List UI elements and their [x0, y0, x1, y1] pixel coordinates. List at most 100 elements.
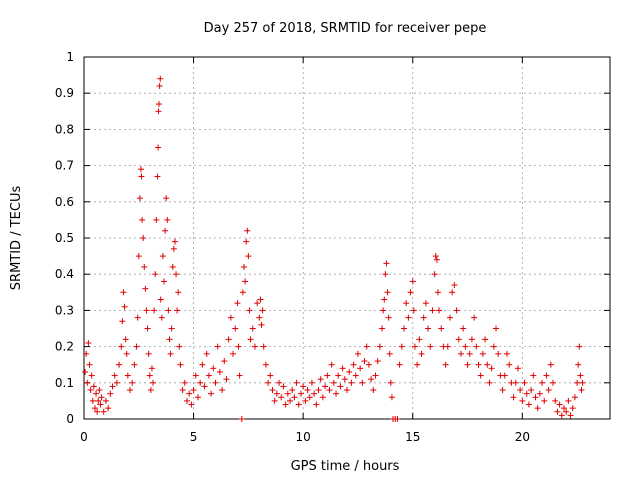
data-point: [146, 372, 153, 379]
data-point: [512, 379, 519, 386]
data-point: [317, 376, 324, 383]
data-point: [416, 336, 423, 343]
y-axis-label: SRMTID / TECUs: [9, 186, 24, 291]
data-point: [528, 387, 535, 394]
data-point: [295, 401, 302, 408]
data-point: [84, 379, 91, 386]
data-point: [475, 361, 482, 368]
data-point: [514, 365, 521, 372]
data-point: [210, 365, 217, 372]
data-point: [517, 387, 524, 394]
data-point: [131, 361, 138, 368]
data-point: [455, 336, 462, 343]
data-point: [278, 394, 285, 401]
data-point: [157, 296, 164, 303]
data-point: [486, 379, 493, 386]
data-point: [359, 379, 366, 386]
data-point: [501, 372, 508, 379]
data-point: [221, 358, 228, 365]
data-point: [271, 397, 278, 404]
data-point: [287, 397, 294, 404]
data-point: [556, 401, 563, 408]
data-point: [341, 376, 348, 383]
data-point: [164, 216, 171, 223]
x-tick-label: 15: [405, 430, 420, 444]
data-point: [156, 82, 163, 89]
data-point: [174, 307, 181, 314]
data-point: [530, 372, 537, 379]
data-point: [407, 289, 414, 296]
data-point: [267, 372, 274, 379]
data-point: [219, 387, 226, 394]
data-point: [201, 383, 208, 390]
data-point: [315, 387, 322, 394]
data-point: [571, 394, 578, 401]
data-point: [90, 383, 97, 390]
data-point: [137, 166, 144, 173]
data-point: [576, 343, 583, 350]
data-point: [165, 307, 172, 314]
data-point: [354, 350, 361, 357]
data-point: [175, 289, 182, 296]
data-point: [319, 394, 326, 401]
y-tick-label: 0.9: [55, 86, 74, 100]
data-point: [258, 321, 265, 328]
data-point: [230, 350, 237, 357]
data-point: [374, 358, 381, 365]
data-point: [381, 296, 388, 303]
x-tick-label: 0: [80, 430, 88, 444]
data-point: [453, 307, 460, 314]
data-point: [306, 394, 313, 401]
data-point: [97, 401, 104, 408]
chart-title: Day 257 of 2018, SRMTID for receiver pep…: [204, 21, 487, 36]
data-point: [247, 336, 254, 343]
data-point: [232, 325, 239, 332]
data-point: [93, 390, 100, 397]
data-point: [447, 314, 454, 321]
data-point: [552, 397, 559, 404]
data-point: [560, 405, 567, 412]
y-tick-label: 0.1: [55, 376, 74, 390]
data-point: [280, 383, 287, 390]
data-point: [140, 235, 147, 241]
data-point: [122, 336, 129, 343]
data-point: [372, 372, 379, 379]
data-point: [361, 358, 368, 365]
data-point: [379, 325, 386, 332]
data-point: [386, 350, 393, 357]
data-point: [376, 343, 383, 350]
data-point: [510, 394, 517, 401]
data-point: [434, 289, 441, 296]
data-point: [577, 372, 584, 379]
data-point: [236, 372, 243, 379]
data-point: [179, 387, 186, 394]
data-point: [289, 387, 296, 394]
data-point: [541, 397, 548, 404]
y-tick-label: 0.4: [55, 267, 74, 281]
data-point: [214, 343, 221, 350]
data-point: [370, 387, 377, 394]
y-tick-label: 0.3: [55, 303, 74, 317]
y-tick-label: 1: [66, 50, 74, 64]
data-point: [150, 379, 157, 386]
data-point: [116, 361, 123, 368]
data-point: [235, 343, 242, 350]
data-point: [141, 263, 148, 270]
data-point: [170, 245, 177, 252]
data-point: [157, 75, 164, 82]
data-point: [464, 361, 471, 368]
data-point: [410, 307, 417, 314]
data-point: [184, 397, 191, 404]
data-point: [534, 405, 541, 412]
data-point: [155, 108, 162, 115]
data-point: [100, 408, 107, 415]
data-point: [457, 350, 464, 357]
data-point: [302, 397, 309, 404]
data-point: [192, 372, 199, 379]
data-point: [466, 350, 473, 357]
data-point: [422, 300, 429, 307]
data-point: [260, 343, 267, 350]
data-point: [300, 383, 307, 390]
data-point: [197, 379, 204, 386]
data-point: [94, 408, 101, 415]
